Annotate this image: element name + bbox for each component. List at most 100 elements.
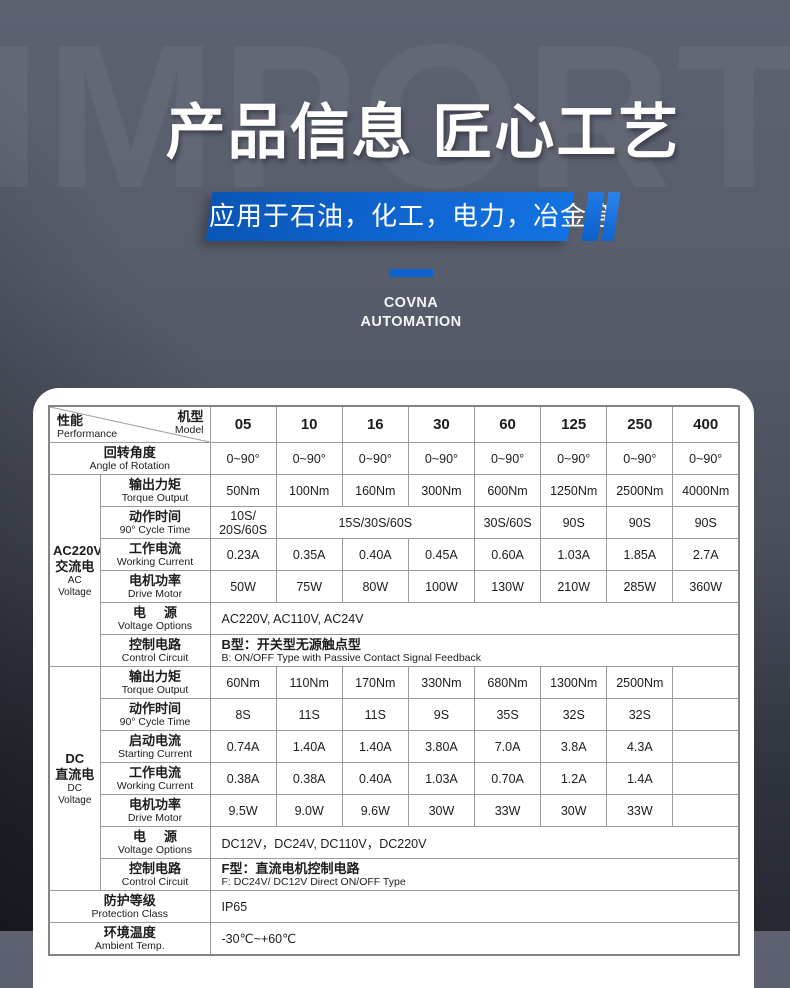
spec-value-cell: 3.80A <box>407 730 476 763</box>
spec-panel: 机型 Model 性能 Performance 05 10 16 30 60 125 250 400 回… <box>33 388 754 988</box>
spec-value-cell: 300Nm <box>407 474 476 507</box>
brand-lockup: COVNA AUTOMATION <box>0 294 790 332</box>
spec-value-cell: 0.23A <box>209 538 277 571</box>
spec-value-cell: 30S/60S <box>473 506 542 539</box>
spec-value-cell: 285W <box>606 570 674 603</box>
label-en: Model <box>174 424 204 436</box>
spec-value-cell: B型：开关型无源触点型 B: ON/OFF Type with Passive C… <box>209 634 740 667</box>
spec-value-cell: DC12V，DC24V, DC110V，DC220V <box>209 826 740 859</box>
row-label-cell: 环境温度 Ambient Temp. <box>48 922 211 956</box>
spec-value-cell: 75W <box>275 570 343 603</box>
label-zh: 动作时间 <box>128 509 181 524</box>
spec-value-cell: 0.70A <box>473 762 542 795</box>
label-en: Working Current <box>116 556 194 568</box>
group-label-cell: AC220V 交流电 AC Voltage <box>48 474 101 667</box>
spec-value-cell: 1.40A <box>341 730 409 763</box>
label-zh: B型：开关型无源触点型 <box>221 636 361 652</box>
spec-value-cell: 0.60A <box>473 538 542 571</box>
spec-value-cell: 1250Nm <box>540 474 608 507</box>
label-en: B: ON/OFF Type with Passive Contact Sign… <box>221 651 482 664</box>
label-zh: 输出力矩 <box>128 477 181 492</box>
spec-value-cell: 1.40A <box>275 730 343 763</box>
spec-value-cell: 110Nm <box>275 666 343 699</box>
spec-value-cell: 60Nm <box>209 666 277 699</box>
label-en: Control Circuit <box>121 876 189 888</box>
spec-value-cell: 0.74A <box>209 730 277 763</box>
spec-value-cell: 80W <box>341 570 409 603</box>
spec-row: 防护等级 Protection Class IP65 <box>48 890 740 923</box>
spec-value-cell: 0~90° <box>606 442 674 475</box>
spec-value-cell: 4000Nm <box>672 474 740 507</box>
spec-value-cell <box>672 698 740 731</box>
label-en: Drive Motor <box>127 812 183 824</box>
spec-row: 动作时间 90° Cycle Time 10S/ 20S/60S 15S/30S/60… <box>49 506 740 539</box>
spec-value-cell: 9.0W <box>275 794 343 827</box>
spec-value-cell: 330Nm <box>407 666 476 699</box>
spec-value-cell: 1.4A <box>606 762 674 795</box>
spec-value-cell: 10S/ 20S/60S <box>209 506 277 539</box>
spec-value-cell: 3.8A <box>540 730 608 763</box>
group-line1: DC <box>65 750 85 766</box>
spec-value-cell: 11S <box>341 698 409 731</box>
spec-value-cell <box>672 762 740 795</box>
label-en: Voltage Options <box>117 844 193 856</box>
row-label-cell: 工作电流 Working Current <box>99 538 211 571</box>
spec-value-cell: 0.38A <box>275 762 343 795</box>
spec-value-cell: 1.85A <box>606 538 674 571</box>
model-header-cell: 05 <box>209 405 277 443</box>
application-banner: 应用于石油，化工，电力，冶金等 <box>205 192 614 241</box>
spec-value-cell: 35S <box>473 698 542 731</box>
spec-value-cell: 30W <box>540 794 608 827</box>
group-line3: AC Voltage <box>58 574 92 598</box>
spec-value-cell: 4.3A <box>606 730 674 763</box>
model-header-cell: 250 <box>606 405 674 443</box>
spec-row: 工作电流 Working Current 0.38A 0.38A 0.40A 1.03A 0… <box>49 762 740 795</box>
spec-row: 动作时间 90° Cycle Time 8S 11S 11S 9S 35S 32S 32S <box>49 698 740 731</box>
label-zh: F型：直流电机控制电路 <box>221 860 360 876</box>
spec-value-cell: 0~90° <box>407 442 476 475</box>
spec-row: 启动电流 Starting Current 0.74A 1.40A 1.40A 3.80A… <box>49 730 740 763</box>
hero-section: IMPORT 产品信息 匠心工艺 应用于石油，化工，电力，冶金等 COVNA A… <box>0 0 790 388</box>
spec-value-cell: F型：直流电机控制电路 F: DC24V/ DC12V Direct ON/OFF… <box>209 858 740 891</box>
hero-watermark: IMPORT <box>0 2 790 231</box>
spec-value-cell: 0~90° <box>209 442 277 475</box>
spec-value-cell: 100Nm <box>275 474 343 507</box>
spec-value-cell: 90S <box>672 506 740 539</box>
label-zh: 工作电流 <box>128 765 181 780</box>
spec-value-cell: 0.38A <box>209 762 277 795</box>
spec-value-cell: 33W <box>606 794 674 827</box>
spec-value-cell: 0.40A <box>341 538 409 571</box>
label-zh: 工作电流 <box>128 541 181 556</box>
row-label-cell: 回转角度 Angle of Rotation <box>48 442 211 475</box>
spec-value-cell: 1300Nm <box>540 666 608 699</box>
brand-name: COVNA <box>383 295 439 311</box>
spec-value-cell: 1.03A <box>407 762 476 795</box>
label-zh: 回转角度 <box>103 445 156 460</box>
spec-value-cell: 0.40A <box>341 762 409 795</box>
label-en: Angle of Rotation <box>89 460 171 472</box>
spec-value-cell: 360W <box>672 570 740 603</box>
spec-value-cell: 0~90° <box>672 442 740 475</box>
spec-value-cell: 11S <box>275 698 343 731</box>
label-en: Voltage Options <box>117 620 193 632</box>
spec-value-cell: 15S/30S/60S <box>275 506 476 539</box>
spec-row: 电机功率 Drive Motor 50W 75W 80W 100W 130W 210W 285W… <box>49 570 740 603</box>
spec-value-cell: 680Nm <box>473 666 542 699</box>
row-label-cell: 启动电流 Starting Current <box>99 730 211 763</box>
row-label-cell: 输出力矩 Torque Output <box>99 474 211 507</box>
spec-value-cell: -30℃~+60℃ <box>209 922 740 956</box>
label-en: Drive Motor <box>127 588 183 600</box>
spec-row: AC220V 交流电 AC Voltage 输出力矩 Torque Output 50Nm… <box>48 474 740 667</box>
spec-row: 电 源 Voltage Options AC220V, AC110V, AC24V <box>49 602 740 635</box>
spec-value-cell: 9S <box>407 698 476 731</box>
model-header-cell: 30 <box>407 405 476 443</box>
spec-row: 电机功率 Drive Motor 9.5W 9.0W 9.6W 30W 33W 30W 33W <box>49 794 740 827</box>
group-line2: 直流电 <box>55 766 95 782</box>
spec-value-cell: 170Nm <box>341 666 409 699</box>
page-title: 产品信息 匠心工艺 <box>165 99 681 166</box>
spec-row: 工作电流 Working Current 0.23A 0.35A 0.40A 0.45A 0… <box>49 538 740 571</box>
label-zh: 机型 <box>177 409 204 424</box>
spec-value-cell: 30W <box>407 794 476 827</box>
row-label-cell: 防护等级 Protection Class <box>48 890 211 923</box>
label-en: Working Current <box>116 780 194 792</box>
